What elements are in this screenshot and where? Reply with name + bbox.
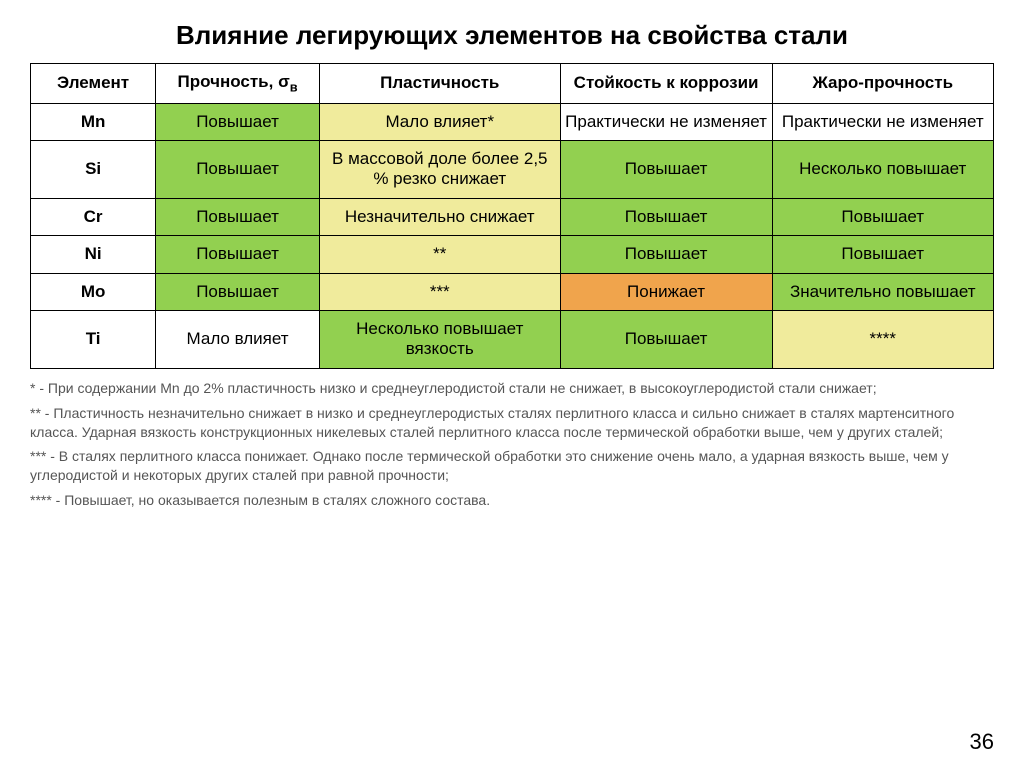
table-cell: Мало влияет — [156, 311, 320, 369]
table-cell: В массовой доле более 2,5 % резко снижае… — [319, 141, 560, 199]
table-cell: Повышает — [772, 236, 994, 273]
row-element-label: Cr — [31, 198, 156, 235]
table-row: CrПовышаетНезначительно снижаетПовышаетП… — [31, 198, 994, 235]
page-number: 36 — [970, 729, 994, 755]
row-element-label: Ni — [31, 236, 156, 273]
table-cell: **** — [772, 311, 994, 369]
table-cell: ** — [319, 236, 560, 273]
table-cell: *** — [319, 273, 560, 310]
row-element-label: Ti — [31, 311, 156, 369]
table-cell: Повышает — [156, 198, 320, 235]
table-row: MoПовышает***ПонижаетЗначительно повышае… — [31, 273, 994, 310]
table-cell: Повышает — [560, 141, 772, 199]
table-row: TiМало влияетНесколько повышает вязкость… — [31, 311, 994, 369]
table-row: NiПовышает**ПовышаетПовышает — [31, 236, 994, 273]
table-cell: Повышает — [156, 103, 320, 140]
col-header-corrosion: Стойкость к коррозии — [560, 64, 772, 104]
table-cell: Несколько повышает вязкость — [319, 311, 560, 369]
table-cell: Повышает — [156, 236, 320, 273]
table-cell: Повышает — [560, 198, 772, 235]
table-cell: Повышает — [560, 236, 772, 273]
row-element-label: Si — [31, 141, 156, 199]
properties-table: Элемент Прочность, σв Пластичность Стойк… — [30, 63, 994, 369]
table-cell: Повышает — [156, 141, 320, 199]
table-cell: Повышает — [560, 311, 772, 369]
col-header-element: Элемент — [31, 64, 156, 104]
footnote: *** - В сталях перлитного класса понижае… — [30, 447, 994, 485]
col-header-strength: Прочность, σв — [156, 64, 320, 104]
footnote: ** - Пластичность незначительно снижает … — [30, 404, 994, 442]
table-cell: Значительно повышает — [772, 273, 994, 310]
col-header-plasticity: Пластичность — [319, 64, 560, 104]
table-cell: Повышает — [772, 198, 994, 235]
page-title: Влияние легирующих элементов на свойства… — [30, 20, 994, 51]
footnote: **** - Повышает, но оказывается полезным… — [30, 491, 994, 510]
footnote: * - При содержании Mn до 2% пластичность… — [30, 379, 994, 398]
footnotes: * - При содержании Mn до 2% пластичность… — [30, 379, 994, 510]
table-row: MnПовышаетМало влияет*Практически не изм… — [31, 103, 994, 140]
table-cell: Практически не изменяет — [772, 103, 994, 140]
table-header-row: Элемент Прочность, σв Пластичность Стойк… — [31, 64, 994, 104]
table-cell: Мало влияет* — [319, 103, 560, 140]
col-header-heat: Жаро-прочность — [772, 64, 994, 104]
table-cell: Несколько повышает — [772, 141, 994, 199]
row-element-label: Mo — [31, 273, 156, 310]
table-cell: Незначительно снижает — [319, 198, 560, 235]
table-cell: Понижает — [560, 273, 772, 310]
table-cell: Практически не изменяет — [560, 103, 772, 140]
table-cell: Повышает — [156, 273, 320, 310]
table-row: SiПовышаетВ массовой доле более 2,5 % ре… — [31, 141, 994, 199]
row-element-label: Mn — [31, 103, 156, 140]
